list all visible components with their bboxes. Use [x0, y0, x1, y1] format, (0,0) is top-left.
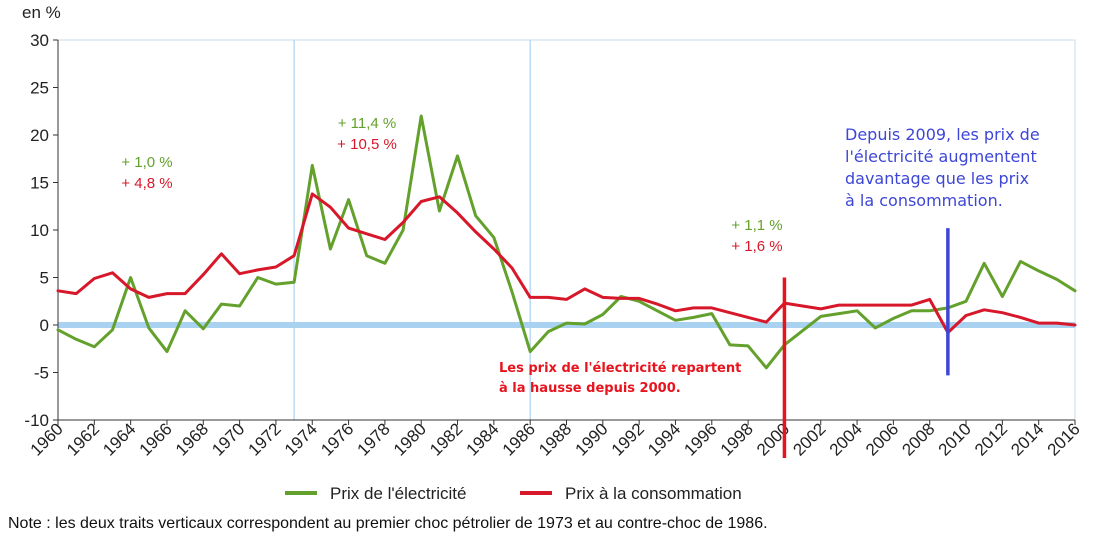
annotation-consommation: + 10,5 % [337, 136, 397, 153]
y-tick-label: 20 [30, 126, 49, 145]
x-tick-label: 2006 [862, 419, 902, 459]
x-tick-label: 1966 [136, 419, 176, 459]
x-tick-label: 1982 [426, 419, 466, 459]
x-tick-label: 2012 [971, 419, 1011, 459]
x-tick-label: 2016 [1044, 419, 1084, 459]
x-tick-label: 1994 [644, 419, 684, 459]
x-tick-label: 1984 [463, 419, 503, 459]
annotation-box [109, 151, 185, 193]
note-red-line: Les prix de l'électricité repartent [499, 361, 741, 376]
x-tick-label: 1968 [172, 419, 212, 459]
y-tick-label: -10 [24, 411, 49, 430]
legend-label: Prix à la consommation [565, 484, 742, 503]
series-line-electricite [56, 114, 1077, 370]
x-axis-ticks: 1960196219641966196819701972197419761978… [27, 419, 1084, 459]
x-tick-label: 1988 [535, 419, 575, 459]
x-tick-label: 2000 [753, 419, 793, 459]
y-tick-label: 0 [40, 316, 49, 335]
marker-lines [782, 228, 950, 458]
x-tick-label: 1970 [208, 419, 248, 459]
x-tick-label: 1990 [571, 419, 611, 459]
annotation-electricite: + 1,0 % [121, 154, 172, 171]
annotation-box [719, 214, 795, 256]
x-tick-label: 2004 [826, 419, 866, 459]
annotations: + 1,0 % + 4,8 % + 11,4 % + 10,5 % + 1,1 % + 1… [109, 112, 1040, 396]
note-blue-line: Depuis 2009, les prix de [845, 125, 1040, 144]
zero-band [58, 322, 1075, 328]
x-tick-label: 1964 [99, 419, 139, 459]
x-tick-label: 1974 [281, 419, 321, 459]
annotation-consommation: + 1,6 % [731, 238, 782, 255]
x-tick-label: 1978 [354, 419, 394, 459]
series-line-consommation [56, 192, 1077, 335]
x-tick-label: 1980 [390, 419, 430, 459]
x-tick-label: 2014 [1007, 419, 1047, 459]
legend-label: Prix de l'électricité [330, 484, 466, 503]
annotation-electricite: + 1,1 % [731, 217, 782, 234]
note-blue-line: l'électricité augmentent [845, 147, 1037, 166]
x-tick-label: 2010 [935, 419, 975, 459]
y-tick-label: 5 [40, 269, 49, 288]
x-tick-label: 2008 [898, 419, 938, 459]
note-red-line: à la hausse depuis 2000. [499, 381, 681, 396]
x-tick-label: 1992 [608, 419, 648, 459]
x-tick-label: 2002 [789, 419, 829, 459]
y-tick-label: -5 [34, 364, 49, 383]
x-tick-label: 1976 [317, 419, 357, 459]
x-tick-label: 1962 [63, 419, 103, 459]
note-blue-line: davantage que les prix [845, 169, 1029, 188]
y-axis-unit-label: en % [22, 3, 61, 22]
legend: Prix de l'électricité Prix à la consommat… [285, 484, 742, 503]
annotation-box [329, 112, 405, 154]
annotation-electricite: + 11,4 % [338, 115, 397, 132]
y-tick-label: 25 [30, 79, 49, 98]
footnote: Note : les deux traits verticaux corresp… [8, 515, 768, 532]
note-blue-line: à la consommation. [845, 191, 1003, 210]
x-tick-label: 1996 [680, 419, 720, 459]
y-axis-ticks: 30 25 20 15 10 5 0 -5 -10 [24, 31, 58, 430]
x-tick-label: 1998 [717, 419, 757, 459]
x-tick-label: 1986 [499, 419, 539, 459]
annotation-consommation: + 4,8 % [121, 175, 172, 192]
x-tick-label: 1972 [245, 419, 285, 459]
line-chart: 30 25 20 15 10 5 0 -5 -10 1960196219641966196819… [22, 3, 1084, 503]
y-tick-label: 30 [30, 31, 49, 50]
y-tick-label: 15 [30, 174, 49, 193]
series-lines [56, 114, 1077, 370]
y-tick-label: 10 [30, 221, 49, 240]
